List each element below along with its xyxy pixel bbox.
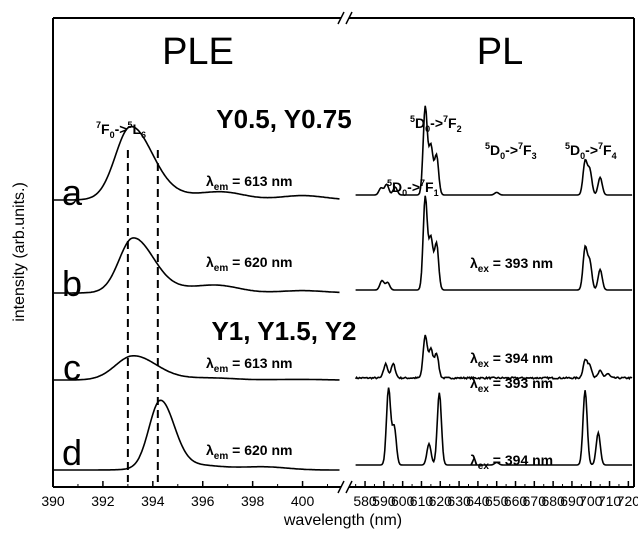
x-tick-label-pl-640: 640 bbox=[466, 493, 490, 509]
break-mark-top-2 bbox=[345, 11, 353, 25]
pl-transition-label-3: 5D0->7F3 bbox=[485, 141, 537, 161]
x-tick-label-pl-700: 700 bbox=[579, 493, 603, 509]
pl-lambda-label-c: λex = 393 nm bbox=[470, 375, 553, 395]
axis-break-marks bbox=[337, 11, 353, 494]
group-label-2: Y1, Y1.5, Y2 bbox=[211, 316, 356, 346]
break-mark-bottom-1 bbox=[337, 480, 345, 494]
pl-lambda-label-a: λex = 393 nm bbox=[470, 255, 553, 275]
series-label-d: d bbox=[62, 432, 82, 473]
pl-curve-b bbox=[355, 195, 633, 291]
x-tick-label-pl-660: 660 bbox=[504, 493, 528, 509]
x-tick-label-ple-398: 398 bbox=[241, 493, 265, 509]
x-tick-label-pl-580: 580 bbox=[353, 493, 377, 509]
ple-curve-b bbox=[53, 237, 340, 294]
ple-lambda-label-b: λem = 620 nm bbox=[206, 254, 292, 274]
pl-transition-label-1: 5D0->7F1 bbox=[387, 178, 439, 198]
x-tick-label-pl-620: 620 bbox=[429, 493, 453, 509]
x-tick-label-pl-590: 590 bbox=[372, 493, 396, 509]
pl-curve-c bbox=[354, 334, 633, 381]
panel-title-ple: PLE bbox=[162, 31, 234, 73]
x-tick-label-pl-710: 710 bbox=[598, 493, 622, 509]
x-tick-label-ple-390: 390 bbox=[41, 493, 65, 509]
ple-curve-a bbox=[53, 125, 340, 201]
x-tick-label-pl-630: 630 bbox=[447, 493, 471, 509]
spectra-curves bbox=[53, 105, 633, 471]
ple-transition-label: 7F0->5L6 bbox=[96, 120, 146, 140]
ple-lambda-label-d: λem = 620 nm bbox=[206, 442, 292, 462]
ple-lambda-label-c: λem = 613 nm bbox=[206, 355, 292, 375]
pl-curve-d bbox=[355, 387, 633, 466]
ple-lambda-label-a: λem = 613 nm bbox=[206, 173, 292, 193]
dashed-reference-lines bbox=[126, 150, 159, 482]
pl-transition-label-2: 5D0->7F2 bbox=[410, 114, 462, 134]
panel-title-pl: PL bbox=[477, 31, 523, 73]
series-label-a: a bbox=[62, 172, 83, 213]
group-label-1: Y0.5, Y0.75 bbox=[216, 104, 351, 134]
annotation-labels: a λem = 613 nm λex = 393 nm b λem = 620 nm λe… bbox=[62, 114, 617, 473]
break-mark-bottom-2 bbox=[345, 480, 353, 494]
ple-curve-d bbox=[53, 399, 340, 471]
x-tick-label-pl-690: 690 bbox=[560, 493, 584, 509]
pl-lambda-label-b: λex = 394 nm bbox=[470, 350, 553, 370]
x-tick-label-ple-396: 396 bbox=[191, 493, 215, 509]
plot-frame bbox=[52, 17, 635, 488]
x-tick-label-pl-610: 610 bbox=[410, 493, 434, 509]
x-tick-label-pl-680: 680 bbox=[541, 493, 565, 509]
x-tick-label-ple-394: 394 bbox=[141, 493, 165, 509]
x-tick-label-pl-600: 600 bbox=[391, 493, 415, 509]
x-tick-label-pl-670: 670 bbox=[523, 493, 547, 509]
y-axis-label: intensity (arb.units.) bbox=[11, 182, 28, 322]
x-axis-label: wavelength (nm) bbox=[283, 512, 402, 529]
series-label-c: c bbox=[63, 347, 81, 388]
pl-lambda-label-d: λex = 394 nm bbox=[470, 452, 553, 472]
pl-transition-label-4: 5D0->7F4 bbox=[565, 141, 617, 161]
x-tick-label-ple-400: 400 bbox=[291, 493, 315, 509]
axis-ticks: 390 392 394 396 398 400 5805906006106206306406… bbox=[41, 481, 638, 509]
x-tick-label-ple-392: 392 bbox=[91, 493, 115, 509]
series-label-b: b bbox=[62, 263, 82, 304]
x-tick-label-pl-650: 650 bbox=[485, 493, 509, 509]
x-tick-label-pl-720: 720 bbox=[617, 493, 638, 509]
break-mark-top-1 bbox=[337, 11, 345, 25]
ple-curve-c bbox=[53, 355, 340, 381]
pl-curve-a bbox=[355, 105, 633, 196]
